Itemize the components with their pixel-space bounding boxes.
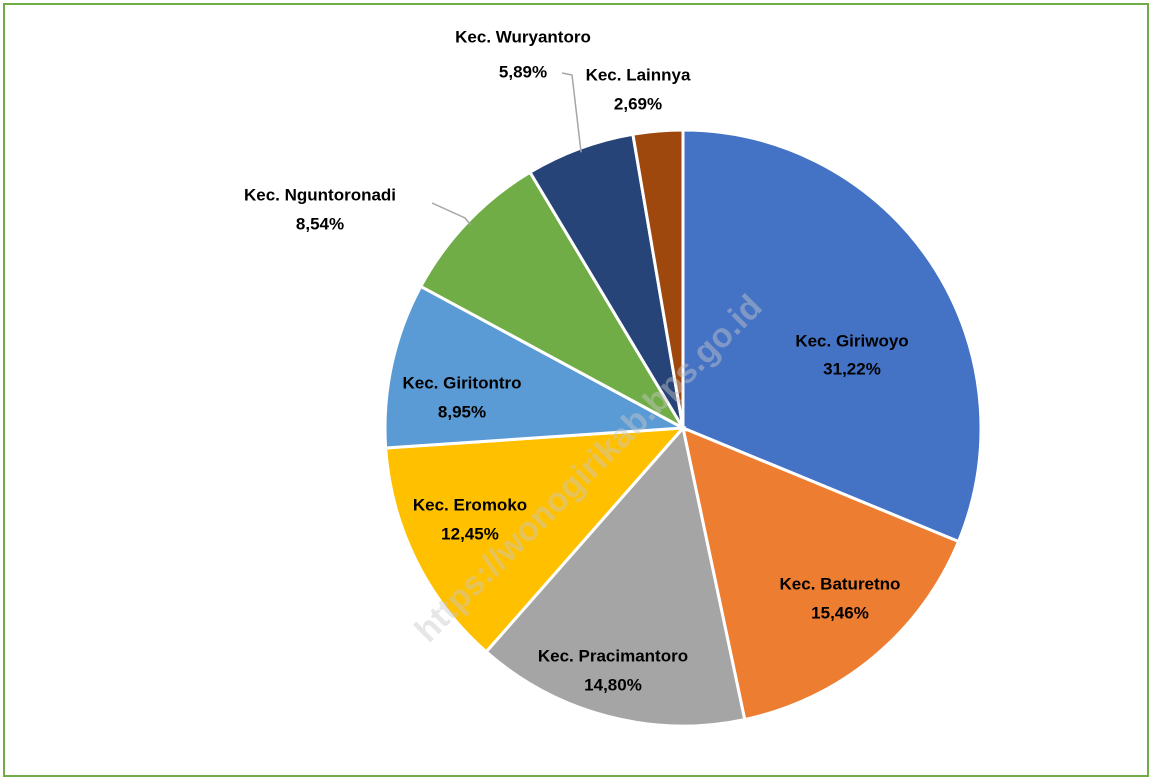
pie-slice (484, 424, 747, 728)
pie-slice (631, 128, 685, 429)
pie-slice (680, 425, 961, 722)
pie-slice (384, 426, 687, 654)
pie-slice (383, 284, 689, 450)
slice-label-name: Kec. Eromoko (413, 495, 527, 514)
slice-label-name: Kec. Lainnya (586, 65, 691, 84)
leader-line (561, 72, 582, 153)
slice-label-name: Kec. Baturetno (780, 574, 901, 593)
slice-label-value: 31,22% (823, 359, 881, 378)
slice-label-value: 8,95% (438, 402, 486, 421)
slice-label-name: Kec. Nguntoronadi (244, 185, 396, 204)
slice-label-value: 2,69% (614, 94, 662, 113)
slice-label-name: Kec. Giritontro (402, 373, 521, 392)
slice-label-name: Kec. Giriwoyo (795, 331, 908, 350)
slice-label-value: 8,54% (296, 214, 344, 233)
slice-label-value: 12,45% (441, 524, 499, 543)
slice-label-value: 14,80% (584, 675, 642, 694)
slice-label-value: 5,89% (499, 62, 547, 81)
slice-label-name: Kec. Pracimantoro (538, 646, 688, 665)
slice-label-name: Kec. Wuryantoro (455, 27, 591, 46)
pie-slice (681, 128, 983, 544)
leader-line (431, 202, 472, 226)
slice-label-value: 15,46% (811, 603, 869, 622)
